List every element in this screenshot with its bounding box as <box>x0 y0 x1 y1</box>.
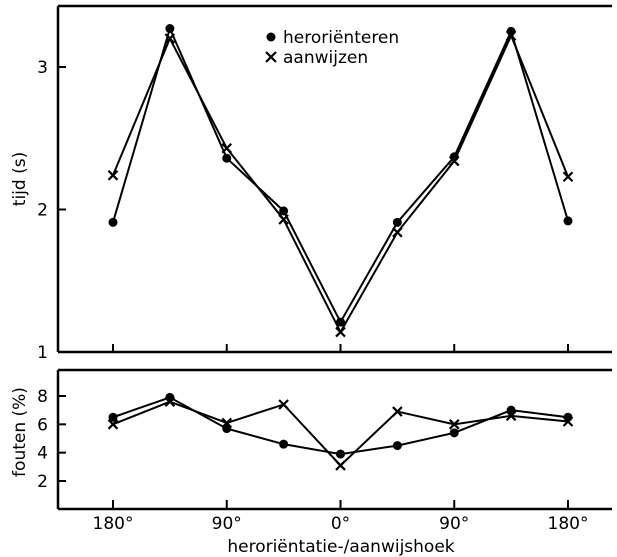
top-panel-line-cross <box>112 33 569 335</box>
top-panel-point-cross <box>221 142 233 154</box>
bottom-panel-point-dot <box>279 439 289 449</box>
x-tick-label: 180° <box>548 514 589 534</box>
bottom-panel-point-cross <box>164 396 176 407</box>
top-panel-point-dot <box>165 24 175 34</box>
bottom-panel: 2 4 6 8 180° 90° 0° 90° 180° fouten (%) herorië… <box>10 368 612 557</box>
x-axis-title: heroriëntatie-/aanwijshoek <box>227 537 454 557</box>
bottom-panel-ytick-label: 4 <box>37 444 48 464</box>
top-panel-ytick-label: 1 <box>37 343 48 363</box>
top-panel-point-cross <box>107 170 119 181</box>
bottom-panel-series <box>107 392 574 471</box>
top-panel-point-cross <box>392 227 403 238</box>
bottom-panel-ylabel: fouten (%) <box>10 387 30 477</box>
bottom-panel-yticks: 2 4 6 8 <box>37 387 66 492</box>
top-panel-ytick-label: 3 <box>37 58 48 78</box>
top-panel-yticks: 1 2 3 <box>37 58 66 363</box>
top-panel-point-cross <box>448 155 460 167</box>
x-tick-label: 0° <box>331 514 350 534</box>
bottom-panel-point-dot <box>449 428 459 438</box>
legend: heroriënteren aanwijzen <box>265 28 399 68</box>
bottom-panel-xticks: 180° 90° 0° 90° 180° <box>93 500 589 534</box>
top-panel-point-dot <box>279 206 289 216</box>
top-panel-point-cross <box>278 214 289 225</box>
top-panel-point-cross <box>505 30 517 41</box>
top-panel-point-dot <box>108 217 118 227</box>
top-panel-ylabel: tijd (s) <box>10 152 30 206</box>
bottom-panel-point-cross <box>221 417 233 429</box>
top-panel-point-dot <box>392 217 402 227</box>
x-tick-label: 90° <box>439 514 469 534</box>
legend-label-aanwijzen: aanwijzen <box>283 48 368 68</box>
legend-label-heroriënteren: heroriënteren <box>283 28 399 48</box>
bottom-panel-ytick-label: 8 <box>37 387 48 407</box>
legend-cross-marker <box>265 51 277 63</box>
top-panel-point-cross <box>562 171 574 183</box>
bottom-panel-point-dot <box>108 412 118 422</box>
bottom-panel-point-cross <box>278 399 289 410</box>
top-panel-line-dot <box>112 25 569 325</box>
legend-dot-marker <box>266 32 276 42</box>
bottom-panel-point-dot <box>336 449 345 459</box>
x-tick-label: 90° <box>212 514 242 534</box>
top-panel-series <box>107 24 574 338</box>
bottom-panel-ytick-label: 6 <box>37 415 48 435</box>
bottom-panel-point-cross <box>107 419 119 430</box>
top-panel-point-dot <box>563 216 573 226</box>
top-panel: 1 2 3 tijd (s) heroriënteren aanwijzen <box>10 4 612 363</box>
top-panel-point-cross <box>164 33 176 44</box>
top-panel-xticks <box>112 344 569 352</box>
top-panel-ytick-label: 2 <box>37 201 48 221</box>
x-tick-label: 180° <box>93 514 134 534</box>
bottom-panel-point-dot <box>392 441 402 451</box>
top-panel-point-cross <box>335 326 346 338</box>
bottom-panel-ytick-label: 2 <box>37 472 48 492</box>
bottom-panel-point-cross <box>562 416 574 427</box>
top-panel-point-dot <box>336 317 345 327</box>
bottom-panel-point-cross <box>505 410 517 422</box>
bottom-panel-point-cross <box>335 460 346 471</box>
bottom-panel-point-cross <box>392 406 403 417</box>
top-panel-point-dot <box>222 153 232 163</box>
bottom-panel-point-cross <box>448 419 460 430</box>
